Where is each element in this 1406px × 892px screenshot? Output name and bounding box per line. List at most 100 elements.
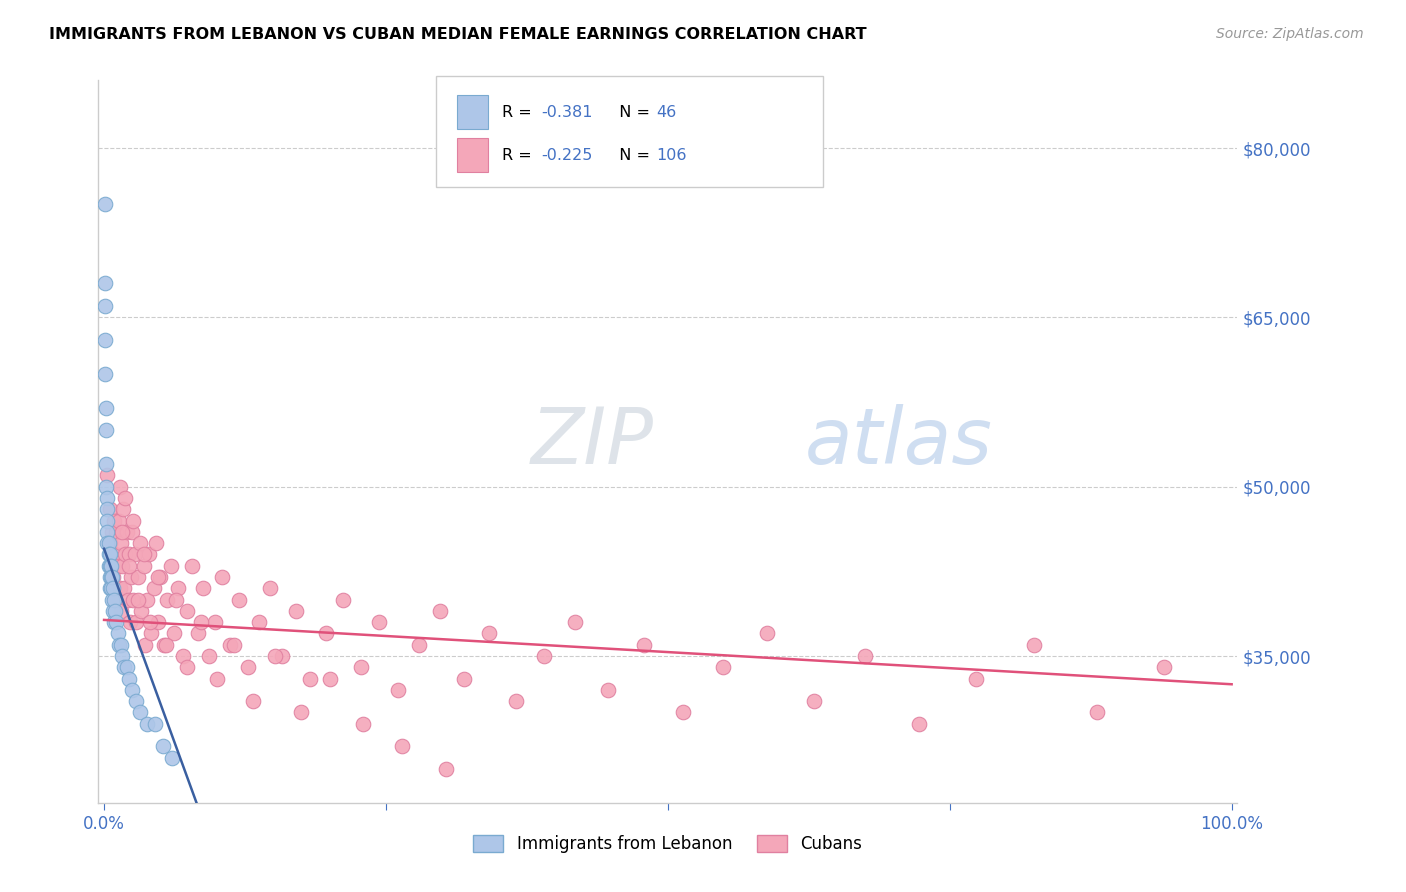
Point — [193, 582, 215, 596]
Point — [107, 558, 129, 573]
Point — [198, 648, 221, 663]
Point — [205, 672, 228, 686]
Point — [387, 682, 409, 697]
Point — [118, 548, 141, 562]
Point — [114, 548, 136, 562]
Point — [100, 558, 122, 573]
Point — [299, 672, 322, 686]
Point — [96, 502, 118, 516]
Point — [853, 648, 876, 663]
Point — [108, 582, 131, 596]
Point — [105, 615, 128, 630]
Point — [477, 626, 499, 640]
Point — [222, 638, 245, 652]
Point — [96, 536, 118, 550]
Point — [135, 716, 157, 731]
Point — [141, 626, 163, 640]
Point — [94, 197, 117, 211]
Point — [96, 468, 118, 483]
Point — [149, 570, 172, 584]
Point — [101, 524, 124, 539]
Point — [100, 582, 122, 596]
Point — [98, 582, 121, 596]
Text: atlas: atlas — [804, 403, 993, 480]
Text: R =: R = — [502, 105, 537, 120]
Point — [103, 615, 125, 630]
Point — [228, 592, 250, 607]
Point — [564, 615, 586, 630]
Point — [315, 626, 337, 640]
Point — [284, 604, 307, 618]
Point — [533, 648, 555, 663]
Point — [98, 502, 121, 516]
Point — [238, 660, 260, 674]
Point — [139, 615, 162, 630]
Point — [122, 592, 145, 607]
Point — [318, 672, 340, 686]
Point — [155, 638, 177, 652]
Point — [1087, 706, 1109, 720]
Point — [219, 638, 242, 652]
Point — [176, 660, 198, 674]
Point — [408, 638, 430, 652]
Point — [107, 638, 129, 652]
Point — [112, 660, 135, 674]
Point — [247, 615, 270, 630]
Point — [115, 524, 138, 539]
Legend: Immigrants from Lebanon, Cubans: Immigrants from Lebanon, Cubans — [467, 828, 869, 860]
Point — [368, 615, 391, 630]
Point — [111, 558, 134, 573]
Point — [96, 491, 118, 505]
Point — [101, 604, 124, 618]
Point — [107, 626, 129, 640]
Point — [124, 694, 146, 708]
Point — [110, 536, 132, 550]
Point — [97, 558, 120, 573]
Point — [96, 457, 118, 471]
Text: -0.381: -0.381 — [541, 105, 593, 120]
Point — [132, 558, 155, 573]
Point — [756, 626, 779, 640]
Point — [1024, 638, 1046, 652]
Point — [165, 592, 187, 607]
Point — [96, 423, 118, 437]
Point — [101, 582, 124, 596]
Point — [163, 626, 186, 640]
Point — [97, 536, 120, 550]
Text: 106: 106 — [657, 148, 688, 162]
Point — [118, 558, 141, 573]
Point — [190, 615, 212, 630]
Point — [156, 592, 179, 607]
Point — [100, 570, 122, 584]
Point — [127, 592, 149, 607]
Point — [134, 638, 156, 652]
Point — [121, 682, 143, 697]
Point — [176, 604, 198, 618]
Text: Source: ZipAtlas.com: Source: ZipAtlas.com — [1216, 27, 1364, 41]
Point — [1153, 660, 1175, 674]
Point — [908, 716, 931, 731]
Point — [104, 592, 127, 607]
Point — [110, 638, 132, 652]
Point — [143, 716, 166, 731]
Text: -0.225: -0.225 — [541, 148, 593, 162]
Point — [118, 672, 141, 686]
Text: 46: 46 — [657, 105, 676, 120]
Text: R =: R = — [502, 148, 537, 162]
Point — [104, 548, 127, 562]
Point — [332, 592, 354, 607]
Point — [142, 582, 165, 596]
Point — [129, 706, 152, 720]
Point — [112, 582, 135, 596]
Point — [429, 604, 451, 618]
Point — [100, 558, 122, 573]
Point — [122, 514, 145, 528]
Point — [159, 558, 181, 573]
Point — [271, 648, 294, 663]
Point — [965, 672, 987, 686]
Point — [124, 615, 146, 630]
Point — [350, 660, 373, 674]
Point — [94, 277, 117, 291]
Point — [96, 514, 118, 528]
Point — [803, 694, 825, 708]
